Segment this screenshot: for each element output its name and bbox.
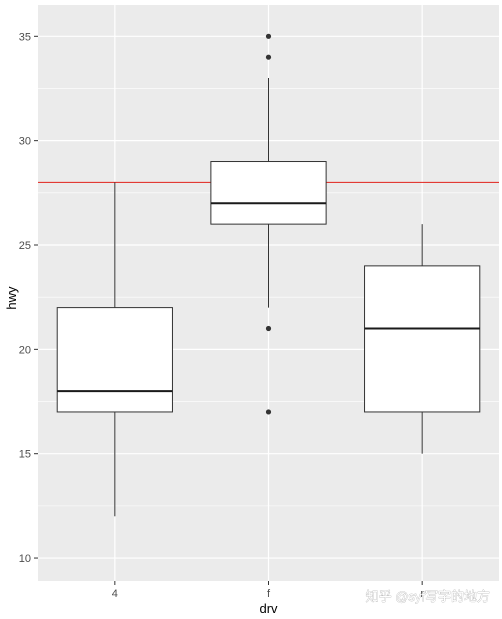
y-tick-label: 15 [19,449,31,461]
outlier-point [265,325,272,332]
outlier-point [265,54,272,60]
x-axis-title: drv [259,601,278,616]
iqr-box [210,161,327,225]
iqr-box [56,307,173,413]
box-r [364,224,481,454]
axis-ticks: 10 15 20 25 30 35 4 f r [19,31,425,600]
y-tick-label: 20 [19,344,31,356]
y-axis-title: hwy [4,286,19,310]
box-f [210,33,327,415]
x-tick-label: 4 [112,588,118,600]
x-tick-label: r [420,588,424,600]
y-tick-label: 30 [19,136,31,148]
y-tick-label: 35 [19,31,31,43]
y-tick-label: 10 [19,553,31,565]
x-tick-label: f [267,588,271,600]
y-tick-label: 25 [19,240,31,252]
box-4 [56,182,173,517]
watermark: 知乎 @syf写字的地方 [366,589,490,604]
boxes-layer [56,33,481,517]
iqr-box [364,265,481,413]
outlier-point [265,409,272,415]
outlier-point [265,33,272,39]
